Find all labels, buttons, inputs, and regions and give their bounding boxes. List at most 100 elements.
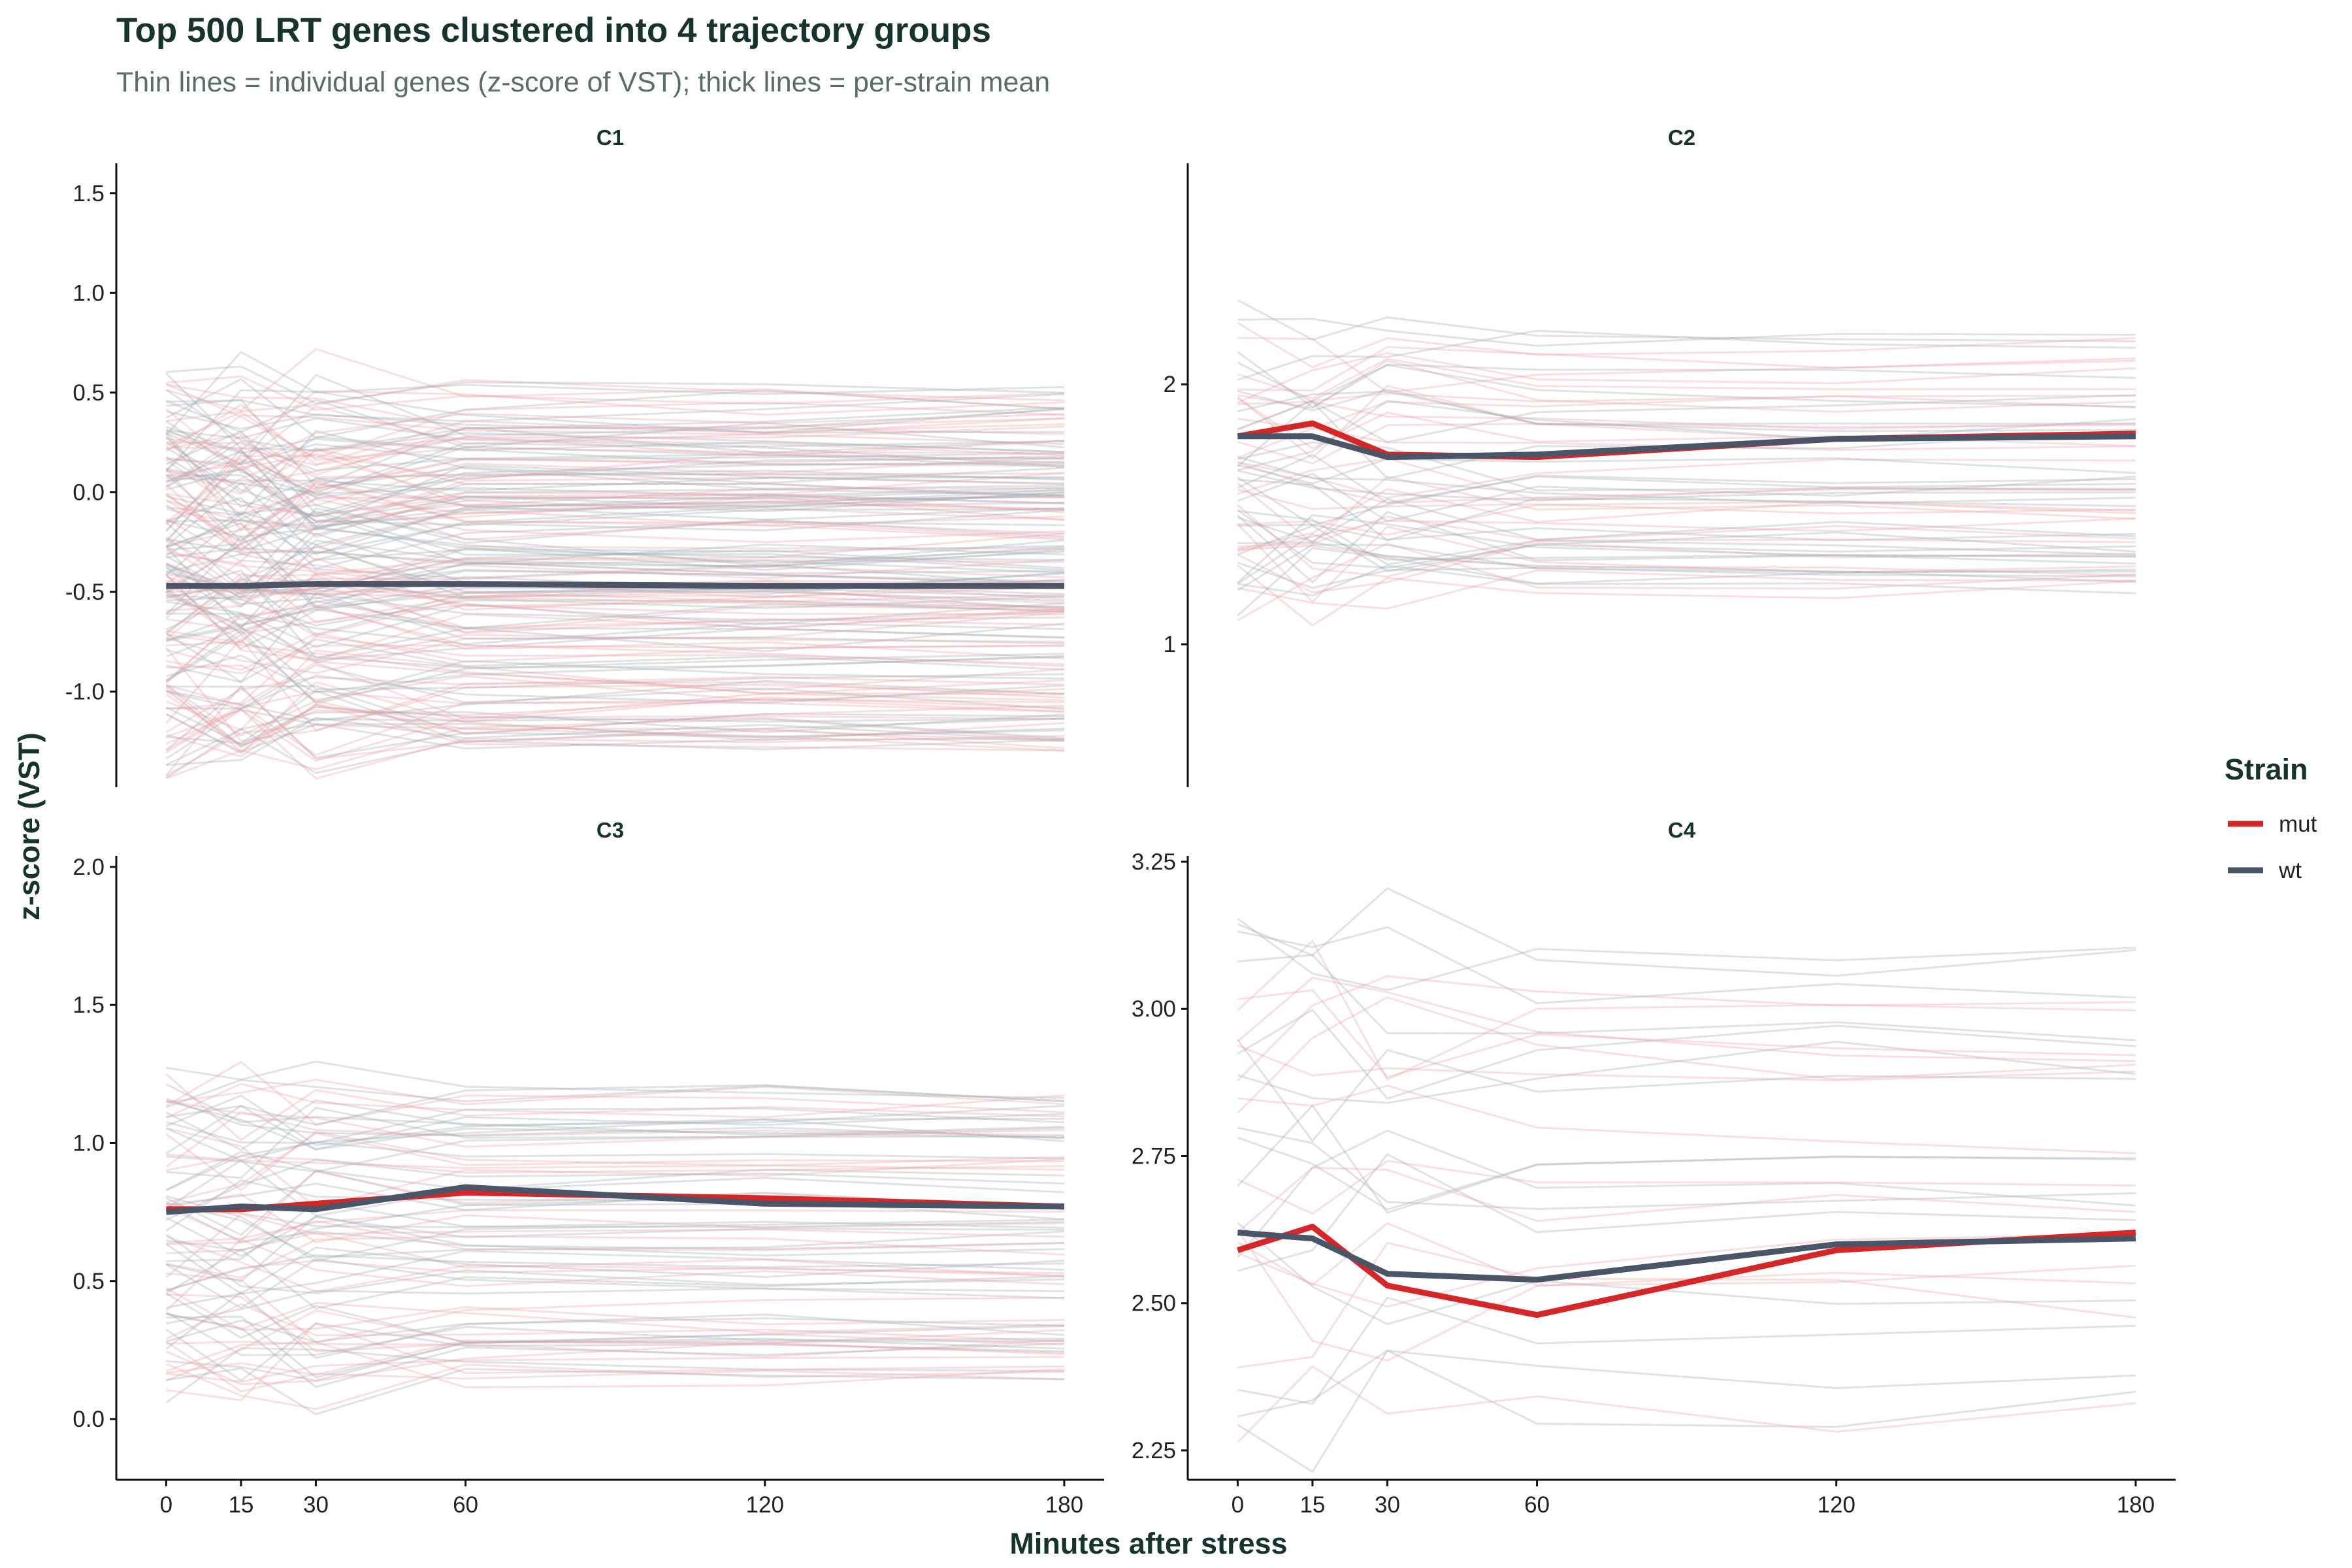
gene-line [165,727,1064,779]
gene-line [166,1313,1064,1388]
gene-line [165,449,1064,529]
gene-line [1237,533,2136,585]
gene-line [165,629,1064,705]
x-tick-label: 60 [1524,1492,1550,1518]
panel-C1: C1 -1.0 -0.5 0.0 0.5 1.0 1.5 [65,125,1065,787]
gene-line [165,497,1064,570]
gene-line [166,451,1064,481]
gene-line [165,548,1064,599]
gene-line [1237,478,2136,542]
gene-line [165,1104,1064,1154]
gene-line [166,491,1064,538]
gene-line [165,481,1064,555]
gene-line [165,526,1064,598]
gene-line [165,1216,1064,1258]
gene-line [1237,357,2136,400]
gene-line [165,689,1064,749]
gene-line [166,1084,1064,1126]
gene-line [166,496,1065,548]
gene-line [165,432,1064,521]
gene-line [166,664,1064,702]
y-tick-label: 2.0 [73,855,105,880]
gene-line [165,372,1064,451]
facet-panels: C1 -1.0 -0.5 0.0 0.5 1.0 1.5 C2 1 2 C3 0.0 0.5 1.0 1.5… [65,125,2176,1518]
gene-line [165,476,1064,530]
legend-label-mut: mut [2279,811,2317,837]
gene-line [166,489,1064,528]
gene-line [165,411,1064,461]
gene-line [166,608,1064,641]
gene-line [165,521,1064,593]
gene-line [166,600,1065,649]
gene-line [1237,1085,2136,1154]
gene-line [165,1119,1065,1162]
gene-line [165,483,1064,555]
gene-line [1237,361,2136,444]
gene-line [165,539,1064,580]
gene-line [165,1341,1064,1386]
gene-line [165,588,1065,653]
gene-line [1237,498,2136,543]
gene-line [166,1193,1064,1243]
gene-line [165,1363,1064,1411]
gene-line [166,410,1064,434]
gene-line [165,544,1064,591]
gene-line [165,1341,1064,1388]
gene-line [166,1315,1064,1379]
gene-line [165,430,1064,515]
gene-line [1237,510,2136,584]
gene-line [165,489,1064,551]
gene-line [165,457,1064,490]
y-tick-label: 2 [1164,372,1176,397]
gene-line [1237,1039,2136,1143]
gene-line [1237,457,2136,501]
gene-line [165,708,1064,780]
x-tick-label: 0 [1232,1492,1244,1518]
panel-C4: C4 2.25 2.50 2.75 3.00 3.25 0 15 30 60 120 180 [1132,818,2176,1518]
gene-line [1237,384,2136,460]
gene-line [166,441,1064,478]
gene-line [1237,488,2136,551]
legend-label-wt: wt [2278,858,2302,883]
gene-line [166,1301,1064,1334]
gene-line [165,434,1064,532]
gene-line [165,1111,1064,1168]
gene-line [165,613,1064,685]
gene-line [165,414,1064,471]
panel-C3: C3 0.0 0.5 1.0 1.5 2.0 0 15 30 60 120 180 [73,818,1104,1518]
gene-line [166,474,1064,527]
gene-line [165,1248,1064,1310]
gene-line [166,634,1064,696]
gene-line [1237,544,2136,591]
gene-line [165,1213,1064,1279]
gene-line [165,493,1064,549]
gene-line [1237,517,2136,553]
gene-line [165,465,1064,538]
gene-line [165,454,1064,544]
gene-line [165,1169,1064,1242]
gene-line [165,711,1064,766]
x-tick-label: 180 [1045,1492,1083,1518]
gene-line [165,558,1064,600]
gene-line [165,1317,1064,1343]
mean-line-wt [1237,433,2136,461]
gene-line [165,1233,1064,1295]
x-axis-title: Minutes after stress [1009,1527,1287,1560]
gene-line [165,569,1064,659]
gene-line [166,572,1064,647]
gene-line [166,390,1064,451]
gene-line [165,591,1064,683]
gene-line [165,405,1064,465]
gene-line [1237,400,2136,430]
gene-line [1237,1008,2136,1100]
y-tick-label: 3.25 [1132,849,1176,875]
gene-line [166,365,1064,404]
gene-line [166,594,1064,627]
gene-line [165,378,1064,439]
x-tick-label: 15 [228,1492,253,1518]
gene-line [1237,1166,2136,1233]
gene-line [166,1127,1064,1173]
gene-line [1237,1160,2136,1215]
mean-line-wt [166,1184,1064,1215]
panel-label: C2 [1668,125,1695,150]
